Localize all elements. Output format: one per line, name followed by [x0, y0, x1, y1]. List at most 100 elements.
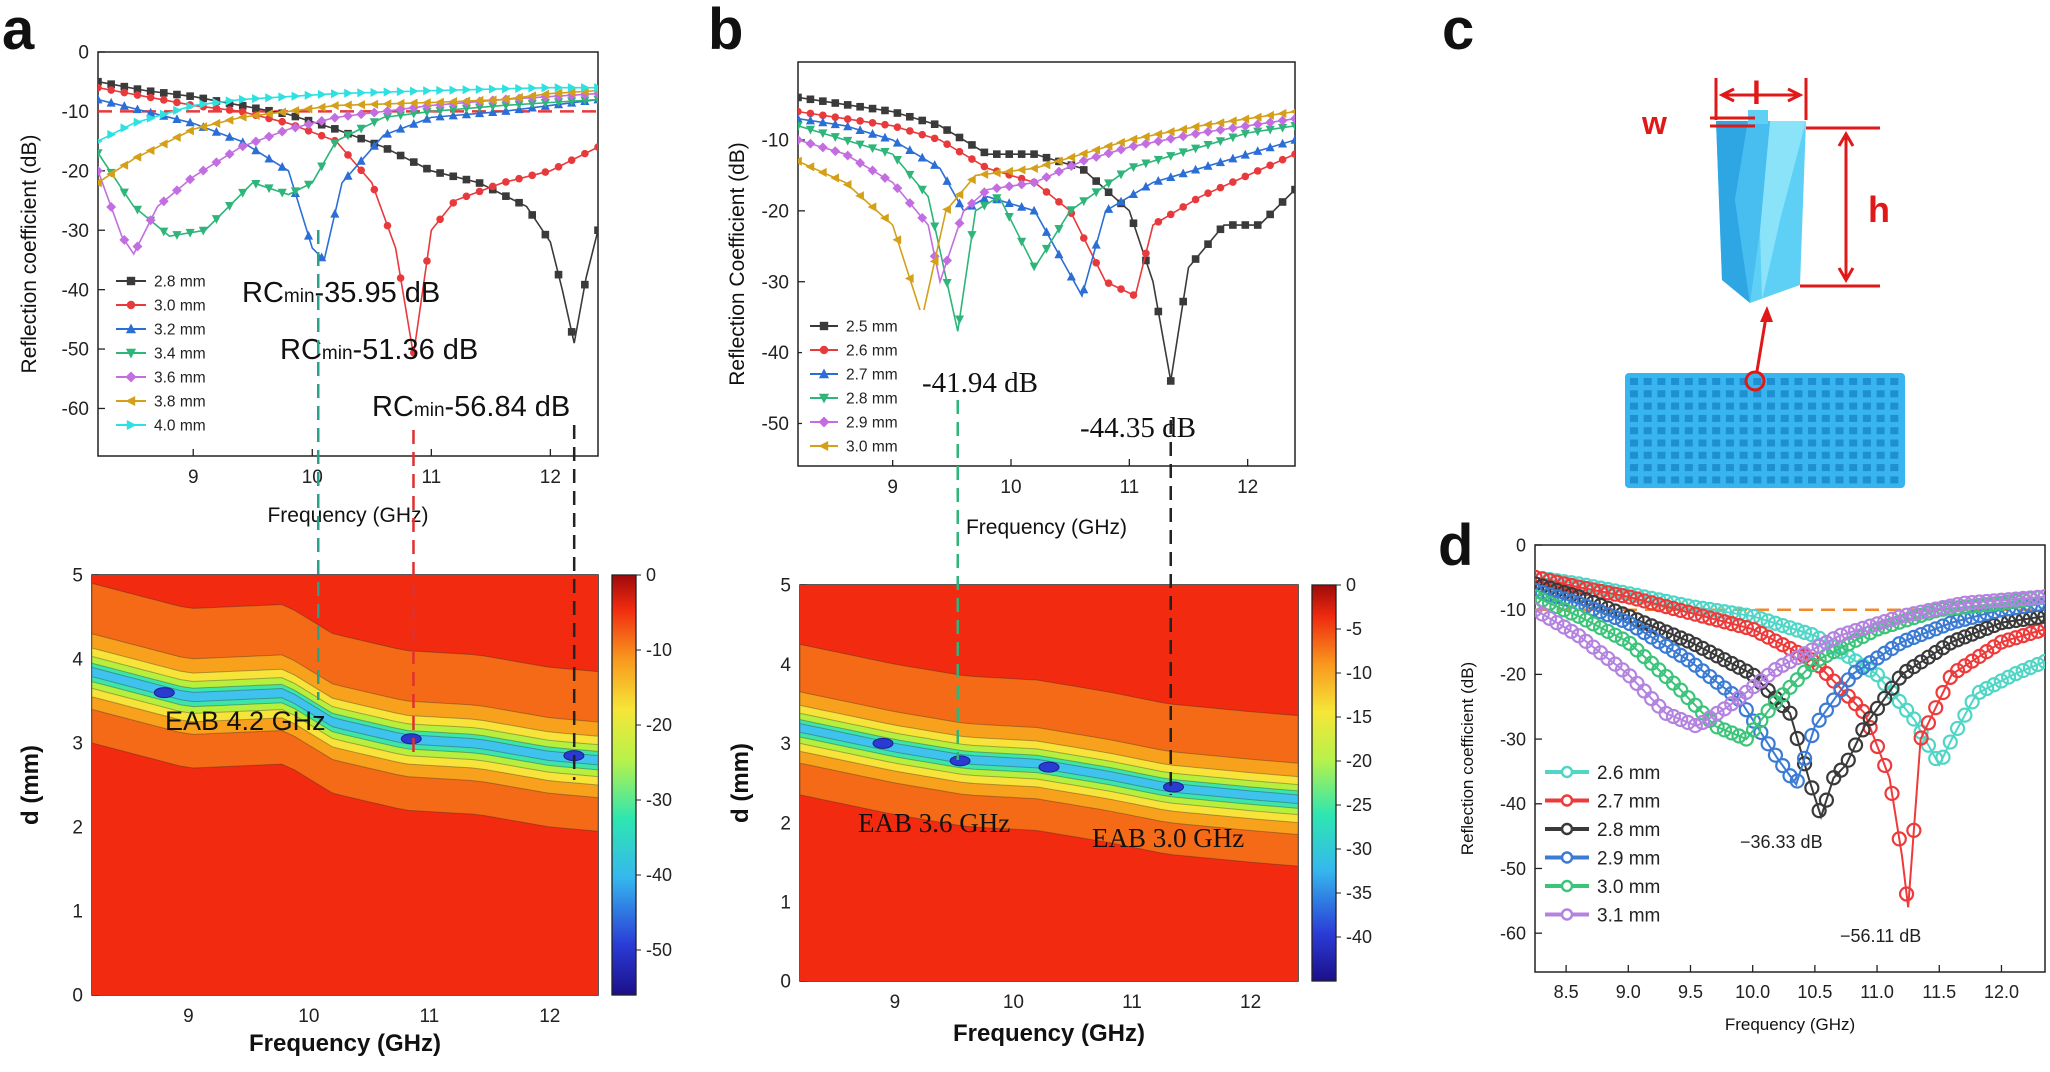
data-point — [1906, 711, 1922, 727]
data-point — [527, 91, 537, 101]
lattice-cell — [1835, 402, 1844, 410]
data-point — [1986, 677, 2002, 693]
legend-label: 3.2 mm — [154, 322, 206, 339]
data-point — [277, 107, 287, 117]
data-point — [185, 174, 196, 185]
data-point — [881, 106, 889, 115]
lattice-cell — [1890, 378, 1899, 385]
lattice-cell — [1739, 476, 1748, 484]
data-point — [1541, 610, 1558, 626]
data-point — [918, 130, 927, 139]
data-point — [107, 80, 115, 88]
data-point — [126, 300, 136, 310]
data-point — [1216, 183, 1225, 192]
data-point — [173, 105, 182, 115]
lattice-cell — [1657, 427, 1666, 435]
data-point — [843, 136, 853, 146]
lattice-cell — [1684, 439, 1693, 447]
x-tick-label: 10.0 — [1735, 982, 1770, 1002]
y-tick-label: -60 — [1500, 923, 1526, 943]
data-point — [1600, 585, 1616, 601]
data-point — [954, 315, 965, 325]
data-point — [1607, 627, 1623, 643]
lattice-cell — [1862, 414, 1871, 422]
data-point — [1811, 712, 1827, 728]
lattice-cell — [1794, 439, 1803, 447]
h-arrow-down — [1837, 267, 1855, 283]
lattice-cell — [1862, 439, 1871, 447]
eab-annotation: EAB 4.2 GHz — [165, 706, 326, 736]
data-point — [475, 187, 484, 196]
data-point — [146, 93, 155, 102]
data-point — [290, 105, 300, 116]
data-point — [1942, 598, 1958, 614]
data-point — [893, 123, 902, 132]
data-point — [330, 139, 340, 149]
lattice-cell — [1671, 439, 1680, 447]
lattice-cell — [1684, 390, 1693, 398]
data-point — [277, 188, 287, 198]
data-point — [237, 112, 247, 122]
plot-frame — [797, 61, 1296, 467]
data-point — [2037, 589, 2045, 605]
data-point — [567, 328, 576, 336]
data-point — [1041, 172, 1052, 183]
x-tick-label: 9 — [887, 477, 898, 498]
data-point — [1585, 616, 1601, 632]
data-point — [1811, 638, 1827, 654]
data-point — [369, 99, 379, 109]
data-point — [1716, 614, 1733, 630]
data-point — [1204, 240, 1212, 248]
data-point — [1240, 114, 1250, 124]
eab-annotation: EAB 3.6 GHz — [858, 808, 1010, 838]
data-point — [979, 201, 989, 211]
data-point — [1103, 148, 1114, 159]
legend-b-top: 2.5 mm 2.6 mm 2.7 mm 2.8 mm 2.9 mm 3.0 mm — [802, 310, 932, 460]
data-point — [1029, 205, 1039, 215]
data-point — [1840, 752, 1856, 768]
lattice-cell — [1643, 439, 1652, 447]
lattice-cell — [1671, 378, 1680, 385]
y-tick-label: -40 — [762, 343, 789, 364]
data-point — [1078, 149, 1088, 159]
eab-annotation: EAB 3.0 GHz — [1092, 823, 1244, 853]
data-point — [329, 112, 340, 123]
lattice-cell — [1684, 402, 1693, 410]
data-point — [980, 148, 989, 157]
legend-swatch-marker — [1560, 822, 1574, 836]
series-line — [798, 117, 1295, 285]
data-point — [186, 92, 194, 100]
data-point — [942, 204, 951, 214]
data-point — [1017, 202, 1027, 211]
data-point — [968, 155, 976, 163]
data-point — [806, 109, 815, 118]
data-point — [106, 97, 116, 107]
data-point — [830, 146, 841, 157]
data-point — [904, 198, 915, 208]
h-arrow-up — [1837, 131, 1855, 147]
data-point — [475, 103, 485, 113]
lattice-cell — [1780, 451, 1789, 459]
column-face-mid — [1735, 121, 1770, 303]
y-tick-label: -50 — [62, 340, 89, 361]
data-point — [1141, 181, 1151, 191]
data-point — [1913, 626, 1929, 643]
data-point — [449, 199, 458, 207]
data-point — [252, 104, 260, 113]
colorbar-tick-label: -40 — [646, 865, 672, 885]
data-point — [880, 148, 890, 157]
colorbar-gradient — [611, 574, 637, 996]
data-point — [1833, 762, 1849, 778]
data-point — [500, 94, 510, 104]
colorbar-tick-label: -10 — [646, 640, 672, 660]
y-tick-label: 2 — [780, 813, 791, 834]
lattice-cell — [1808, 427, 1817, 435]
data-point — [1694, 640, 1711, 656]
data-point — [291, 91, 301, 101]
absorption-peak — [872, 737, 894, 749]
data-point — [501, 106, 511, 115]
data-point — [1964, 594, 1980, 611]
data-point — [1920, 624, 1937, 640]
data-point — [1216, 225, 1225, 234]
